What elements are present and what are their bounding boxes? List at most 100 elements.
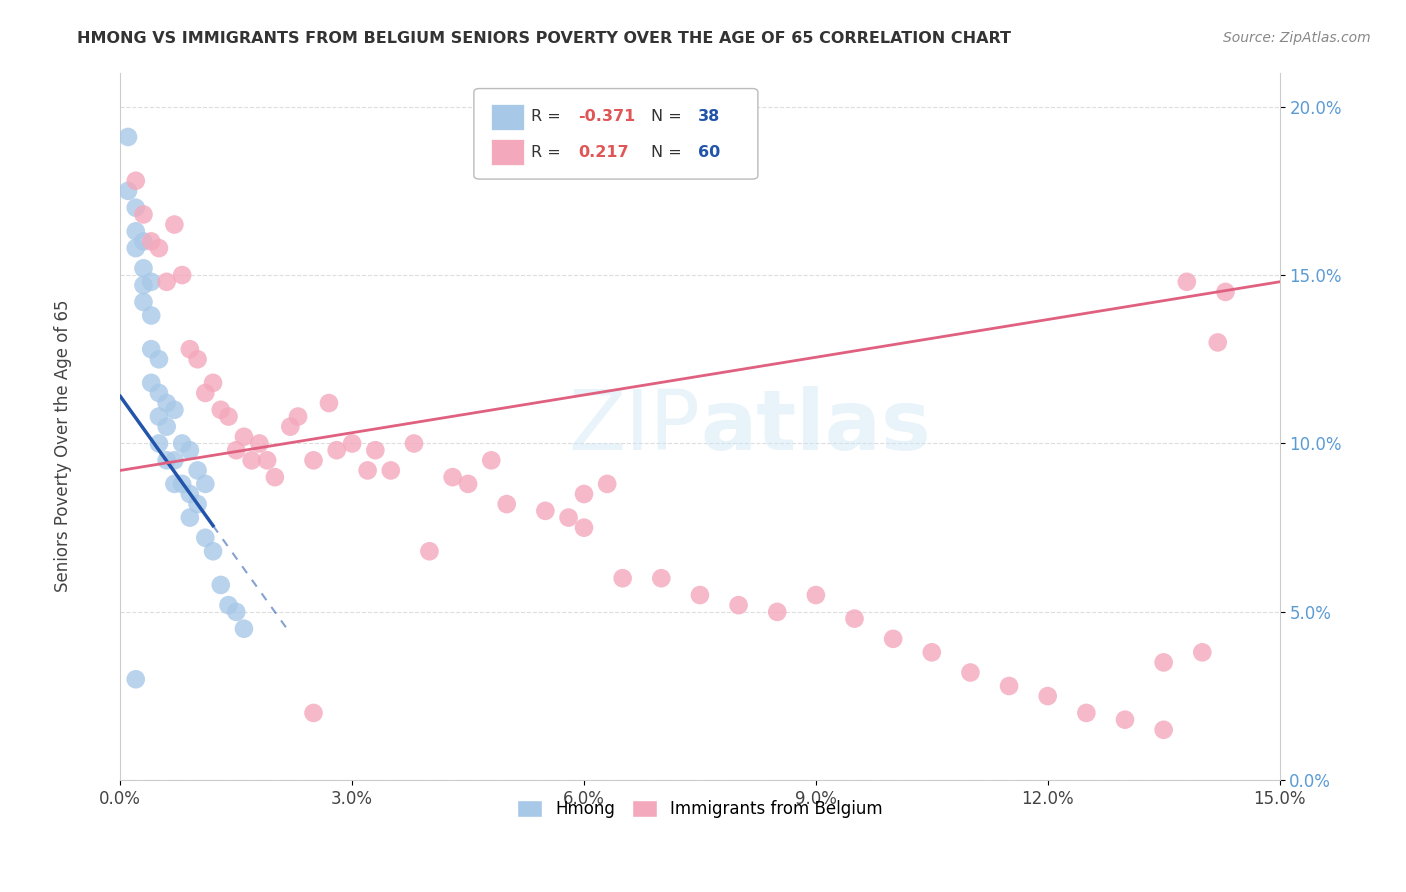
- Point: [1215, 285, 1237, 299]
- Point: [263, 470, 285, 484]
- Point: [141, 275, 163, 289]
- Point: [225, 605, 247, 619]
- Point: [340, 436, 363, 450]
- Point: [148, 386, 170, 401]
- Point: [240, 453, 263, 467]
- Point: [163, 402, 186, 417]
- Legend: Hmong, Immigrants from Belgium: Hmong, Immigrants from Belgium: [510, 794, 890, 825]
- Point: [125, 201, 148, 215]
- Text: 60: 60: [697, 145, 720, 160]
- Point: [141, 309, 163, 323]
- Point: [612, 571, 634, 585]
- Point: [163, 453, 186, 467]
- Text: Source: ZipAtlas.com: Source: ZipAtlas.com: [1223, 31, 1371, 45]
- Point: [141, 376, 163, 390]
- Point: [187, 497, 209, 511]
- Point: [187, 463, 209, 477]
- Point: [844, 612, 866, 626]
- Point: [959, 665, 981, 680]
- Bar: [491, 139, 523, 165]
- Text: N =: N =: [651, 110, 688, 124]
- Point: [125, 174, 148, 188]
- Point: [141, 235, 163, 249]
- Point: [882, 632, 904, 646]
- Point: [179, 342, 201, 356]
- Point: [179, 510, 201, 524]
- Point: [156, 419, 179, 434]
- Text: R =: R =: [530, 110, 565, 124]
- Point: [194, 386, 217, 401]
- Point: [156, 453, 179, 467]
- Point: [202, 376, 225, 390]
- Point: [287, 409, 309, 424]
- Point: [921, 645, 943, 659]
- Point: [132, 235, 155, 249]
- Point: [1076, 706, 1098, 720]
- Point: [278, 419, 301, 434]
- Point: [125, 672, 148, 686]
- Point: [218, 598, 240, 612]
- Point: [495, 497, 517, 511]
- Point: [1153, 723, 1175, 737]
- Point: [380, 463, 402, 477]
- Point: [187, 352, 209, 367]
- Point: [1191, 645, 1213, 659]
- Point: [148, 436, 170, 450]
- Point: [156, 396, 179, 410]
- Point: [125, 241, 148, 255]
- Point: [318, 396, 340, 410]
- Point: [225, 443, 247, 458]
- Point: [998, 679, 1021, 693]
- Text: ZIP: ZIP: [568, 386, 700, 467]
- Point: [233, 622, 256, 636]
- Point: [249, 436, 271, 450]
- Point: [163, 476, 186, 491]
- Point: [1114, 713, 1136, 727]
- Text: R =: R =: [530, 145, 565, 160]
- Point: [727, 598, 749, 612]
- Point: [402, 436, 425, 450]
- Point: [233, 430, 256, 444]
- Point: [132, 295, 155, 310]
- Point: [302, 706, 325, 720]
- Point: [1206, 335, 1229, 350]
- Point: [418, 544, 440, 558]
- Point: [172, 476, 194, 491]
- Point: [132, 261, 155, 276]
- Point: [325, 443, 347, 458]
- Point: [364, 443, 387, 458]
- Point: [148, 409, 170, 424]
- Point: [125, 224, 148, 238]
- Point: [572, 487, 595, 501]
- Point: [457, 476, 479, 491]
- Point: [804, 588, 827, 602]
- Point: [1153, 656, 1175, 670]
- Point: [172, 268, 194, 282]
- Point: [132, 207, 155, 221]
- Text: 0.217: 0.217: [578, 145, 628, 160]
- Point: [179, 443, 201, 458]
- Text: atlas: atlas: [700, 386, 931, 467]
- Text: 38: 38: [697, 110, 720, 124]
- Point: [148, 352, 170, 367]
- Point: [256, 453, 278, 467]
- Point: [596, 476, 619, 491]
- Bar: [491, 104, 523, 129]
- Point: [302, 453, 325, 467]
- Point: [572, 521, 595, 535]
- Point: [156, 275, 179, 289]
- FancyBboxPatch shape: [474, 88, 758, 179]
- Point: [689, 588, 711, 602]
- Point: [117, 184, 139, 198]
- Point: [163, 218, 186, 232]
- Text: Seniors Poverty Over the Age of 65: Seniors Poverty Over the Age of 65: [55, 300, 72, 592]
- Point: [209, 578, 232, 592]
- Point: [194, 531, 217, 545]
- Point: [218, 409, 240, 424]
- Point: [202, 544, 225, 558]
- Point: [1036, 689, 1059, 703]
- Point: [209, 402, 232, 417]
- Point: [148, 241, 170, 255]
- Text: -0.371: -0.371: [578, 110, 636, 124]
- Point: [650, 571, 672, 585]
